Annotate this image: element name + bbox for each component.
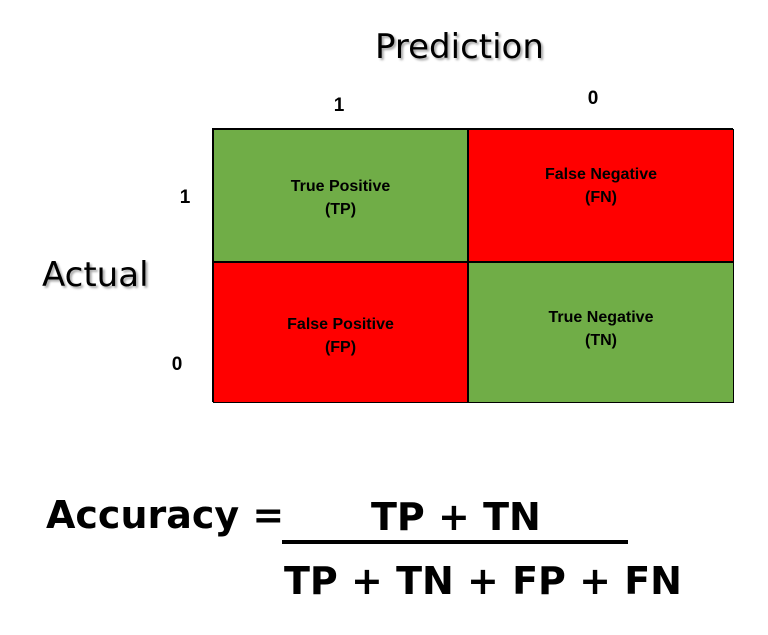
column-label-0: 0 [587,88,599,109]
cell-false-negative-abbr: (FN) [585,188,617,206]
formula-denominator: TP + TN + FP + FN [284,559,682,603]
cell-true-positive-label: True Positive [290,177,391,195]
cell-false-positive: False Positive (FP) [213,262,468,403]
cell-false-positive-label: False Positive [287,315,394,333]
cell-true-negative: True Negative (TN) [468,262,734,403]
fraction-bar [282,540,628,544]
cell-true-negative-label: True Negative [548,308,654,326]
cell-true-negative-abbr: (TN) [585,331,617,349]
formula-numerator: TP + TN [371,495,541,539]
accuracy-label: Accuracy = [46,493,285,537]
cell-true-positive-abbr: (TP) [324,200,357,218]
cell-true-positive: True Positive (TP) [213,129,468,262]
cell-false-negative: False Negative (FN) [468,129,734,262]
actual-axis-title: Actual [42,255,149,295]
row-label-0: 0 [171,354,183,375]
cell-false-positive-abbr: (FP) [324,338,357,356]
confusion-matrix: True Positive (TP) False Negative (FN) F… [212,128,734,403]
prediction-axis-title: Prediction [375,27,544,67]
row-label-1: 1 [179,187,191,208]
column-label-1: 1 [333,95,345,116]
cell-false-negative-label: False Negative [544,165,658,183]
